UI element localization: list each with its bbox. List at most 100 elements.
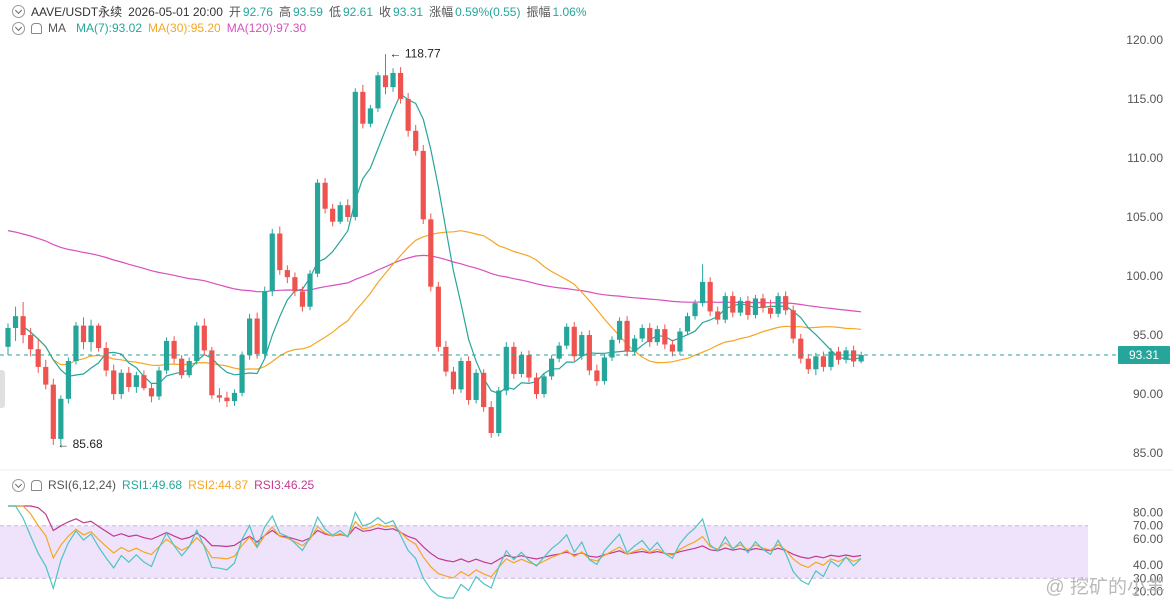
candle bbox=[111, 364, 117, 400]
candle bbox=[760, 293, 766, 313]
candle-body bbox=[50, 384, 56, 439]
open-value: 92.76 bbox=[242, 4, 273, 19]
rsi3-value: RSI3:46.25 bbox=[254, 478, 315, 492]
candle-body bbox=[43, 366, 49, 385]
candle-body bbox=[586, 335, 592, 371]
last-price-label: 93.31 bbox=[1129, 348, 1159, 362]
candle-body bbox=[352, 91, 358, 217]
candle-body bbox=[88, 325, 94, 343]
candle-body bbox=[458, 361, 464, 390]
candle bbox=[775, 292, 781, 318]
candle bbox=[783, 291, 789, 315]
candle bbox=[722, 292, 728, 324]
price-axis-tick: 90.00 bbox=[1133, 387, 1163, 401]
rsi-axis-tick: 80.00 bbox=[1133, 506, 1163, 520]
ma7-line bbox=[22, 93, 862, 395]
candle bbox=[541, 372, 547, 398]
candle-body bbox=[322, 182, 328, 209]
candle bbox=[35, 339, 41, 373]
candle-body bbox=[526, 355, 532, 378]
candle bbox=[851, 345, 857, 367]
candle-body bbox=[65, 361, 71, 399]
candle-body bbox=[805, 358, 811, 370]
candle bbox=[450, 366, 457, 395]
price-axis-tick: 105.00 bbox=[1126, 210, 1163, 224]
candle-body bbox=[488, 407, 494, 434]
candle-body bbox=[639, 327, 645, 339]
candle bbox=[148, 383, 155, 403]
candle-body bbox=[843, 350, 849, 360]
candle-body bbox=[103, 348, 109, 371]
candle bbox=[239, 351, 245, 397]
symbol-label[interactable]: AAVE/USDT永续 bbox=[31, 5, 123, 19]
rsi2-value: RSI2:44.87 bbox=[188, 478, 249, 492]
candle bbox=[828, 348, 834, 371]
amplitude-value: 1.06% bbox=[552, 4, 587, 19]
candle-body bbox=[511, 346, 517, 374]
rsi-collapse-chevron-icon[interactable] bbox=[12, 478, 25, 492]
candle bbox=[533, 372, 540, 399]
high-label: 高 bbox=[278, 5, 291, 19]
candle bbox=[601, 353, 608, 385]
candle-body bbox=[677, 331, 683, 352]
candle bbox=[496, 386, 502, 437]
candle bbox=[307, 270, 313, 311]
candle bbox=[50, 378, 56, 445]
candle-body bbox=[571, 326, 577, 357]
candle-body bbox=[231, 392, 238, 402]
candle-body bbox=[760, 298, 766, 308]
candle-body bbox=[556, 345, 562, 359]
candle-body bbox=[722, 296, 728, 320]
candle-body bbox=[118, 372, 124, 395]
candle-body bbox=[284, 270, 290, 278]
price-axis-tick: 95.00 bbox=[1133, 328, 1163, 342]
candle bbox=[360, 84, 366, 129]
candle-body bbox=[752, 298, 759, 315]
candle-body bbox=[299, 291, 306, 307]
collapse-chevron-icon[interactable] bbox=[12, 5, 25, 18]
candle-body bbox=[496, 390, 502, 434]
candle-body bbox=[307, 273, 313, 307]
candle bbox=[473, 369, 479, 404]
candle-body bbox=[35, 349, 41, 367]
candle bbox=[639, 324, 645, 343]
ma-collapse-chevron-icon[interactable] bbox=[12, 21, 25, 35]
candle-body bbox=[126, 372, 132, 387]
ma-header: MA MA(7):93.02 MA(30):95.20 MA(120):97.3… bbox=[12, 21, 312, 35]
side-panel-handle[interactable] bbox=[0, 370, 5, 408]
candle bbox=[28, 327, 34, 357]
candle-body bbox=[405, 98, 411, 131]
candle-body bbox=[767, 307, 774, 314]
rsi-title[interactable]: RSI(6,12,24) bbox=[48, 478, 117, 492]
ohlc-header: AAVE/USDT永续 2026-05-01 20:00 开 92.76 高 9… bbox=[12, 3, 593, 20]
candle bbox=[805, 353, 811, 374]
candle-body bbox=[450, 371, 457, 390]
low-value: 92.61 bbox=[343, 4, 374, 19]
candle-body bbox=[549, 358, 555, 377]
candle bbox=[390, 68, 396, 92]
candle-body bbox=[111, 370, 117, 395]
alert-bell-icon[interactable] bbox=[31, 22, 42, 34]
rsi-alert-bell-icon[interactable] bbox=[31, 479, 42, 491]
candle bbox=[692, 299, 698, 320]
ma120-value: MA(120):97.30 bbox=[226, 21, 307, 35]
candle bbox=[20, 301, 26, 344]
candle bbox=[405, 93, 411, 137]
rsi-axis-tick: 60.00 bbox=[1133, 532, 1163, 546]
candle bbox=[745, 296, 751, 320]
candle bbox=[571, 322, 577, 362]
candle bbox=[73, 322, 79, 365]
candle-body bbox=[443, 346, 449, 372]
candle-body bbox=[790, 310, 796, 339]
candle bbox=[231, 389, 238, 406]
candle bbox=[156, 366, 162, 400]
rsi-axis-tick: 20.00 bbox=[1133, 584, 1163, 598]
ma-title[interactable]: MA bbox=[48, 21, 66, 35]
candle bbox=[435, 281, 441, 352]
candle bbox=[579, 331, 585, 360]
candle bbox=[684, 312, 691, 336]
candle-body bbox=[58, 398, 64, 439]
candle-body bbox=[700, 281, 706, 304]
candle bbox=[564, 323, 570, 350]
